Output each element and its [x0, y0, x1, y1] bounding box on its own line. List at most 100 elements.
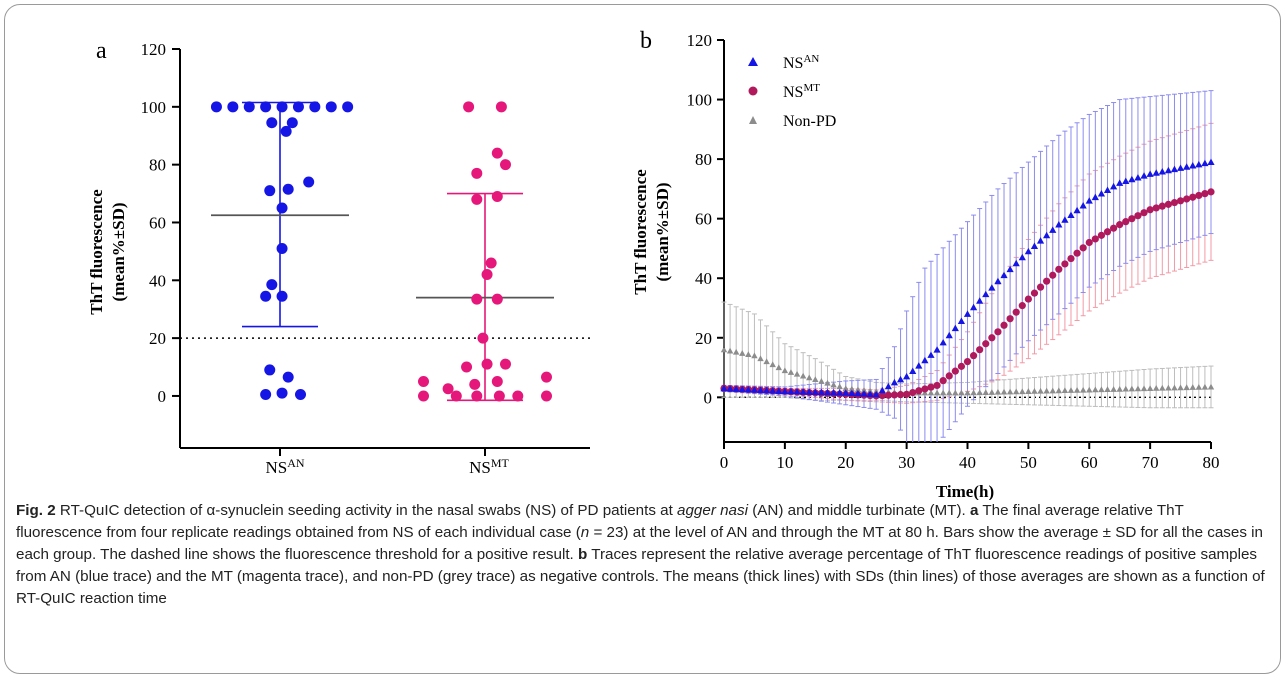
data-point	[1092, 386, 1099, 393]
data-point	[860, 390, 868, 397]
data-point	[1097, 190, 1106, 197]
data-point	[1030, 242, 1039, 249]
data-point	[1036, 237, 1045, 244]
panel-b-ytick-label: 60	[695, 210, 712, 229]
data-point	[495, 101, 507, 113]
data-point	[745, 351, 752, 358]
panel-a-ytick-label: 80	[149, 156, 166, 175]
data-point	[756, 386, 765, 394]
data-point	[860, 386, 868, 393]
data-point	[970, 389, 977, 396]
data-point	[952, 389, 959, 396]
data-point	[945, 372, 953, 380]
data-point	[512, 390, 524, 402]
data-point	[1116, 385, 1123, 392]
data-point	[1176, 197, 1185, 205]
data-point	[763, 358, 770, 365]
data-point	[276, 290, 288, 302]
legend-sup-ns-an: AN	[803, 53, 819, 65]
panel-a-label: a	[96, 38, 107, 64]
data-point	[1079, 386, 1087, 393]
data-point	[781, 387, 789, 395]
data-point	[1195, 191, 1203, 200]
data-point	[915, 362, 923, 369]
data-point	[1103, 186, 1112, 193]
data-point	[1207, 383, 1215, 390]
data-point	[951, 324, 959, 332]
data-point	[1043, 277, 1051, 285]
data-point	[1018, 302, 1026, 310]
data-point	[866, 390, 874, 397]
data-point	[1158, 168, 1166, 175]
data-point	[812, 376, 819, 383]
data-point	[854, 389, 862, 397]
data-point	[1079, 201, 1087, 209]
data-point	[1091, 193, 1099, 201]
data-point	[1085, 197, 1093, 204]
data-point	[1170, 198, 1179, 207]
data-point	[1146, 385, 1154, 391]
data-point	[1183, 163, 1191, 170]
data-point	[1146, 170, 1154, 177]
data-point	[342, 101, 354, 113]
data-point	[903, 390, 911, 398]
data-point	[976, 297, 984, 304]
data-point	[491, 293, 503, 305]
data-point	[1055, 387, 1063, 394]
data-point	[280, 125, 292, 137]
data-point	[903, 372, 911, 380]
data-point	[1049, 226, 1057, 233]
data-point	[303, 176, 315, 188]
legend-marker-non-pd	[749, 116, 757, 124]
data-point	[817, 388, 825, 396]
data-point	[471, 193, 483, 205]
data-point	[848, 389, 856, 397]
data-point	[732, 385, 740, 392]
data-point	[491, 376, 503, 387]
data-point	[830, 381, 837, 388]
data-point	[775, 387, 783, 394]
data-point	[276, 202, 288, 214]
data-point	[1067, 211, 1075, 218]
data-point	[878, 391, 886, 400]
data-point	[976, 389, 983, 396]
data-point	[854, 386, 862, 393]
data-point	[1073, 386, 1081, 393]
data-point	[1055, 265, 1063, 273]
data-point	[744, 385, 752, 393]
category-label-ns-mt: NSMT	[469, 456, 509, 477]
panel-b-ytick-label: 20	[695, 329, 712, 348]
data-point	[1170, 165, 1179, 173]
data-point	[1134, 173, 1142, 181]
panel-b-ylabel-line2: (mean%±SD)	[653, 182, 672, 281]
data-point	[1140, 385, 1148, 392]
panel-b-ylabel-line1: ThT fluorescence	[631, 169, 650, 295]
data-point	[963, 310, 972, 317]
data-point	[1134, 385, 1142, 392]
data-point	[295, 389, 306, 401]
legend-marker-ns-an	[748, 57, 758, 66]
data-point	[1055, 221, 1063, 228]
data-point	[836, 383, 843, 390]
data-point	[799, 388, 807, 395]
data-point	[463, 101, 475, 113]
data-point	[1158, 202, 1166, 210]
data-point	[1134, 212, 1142, 220]
panel-b-ytick-label: 100	[687, 91, 713, 110]
data-point	[491, 147, 503, 159]
data-point	[541, 390, 552, 402]
data-point	[958, 389, 965, 396]
data-point	[418, 390, 429, 402]
data-point	[969, 303, 978, 311]
data-point	[282, 371, 294, 383]
data-point	[805, 388, 813, 395]
data-point	[775, 364, 782, 371]
data-point	[1207, 188, 1215, 196]
data-point	[1189, 162, 1197, 169]
data-point	[266, 117, 278, 129]
data-point	[286, 117, 298, 129]
data-point	[292, 101, 304, 113]
figure-charts: a ThT fluorescence (mean%±SD) b ThT fluo…	[87, 28, 1220, 500]
data-point	[309, 101, 321, 113]
data-point	[1116, 221, 1124, 229]
